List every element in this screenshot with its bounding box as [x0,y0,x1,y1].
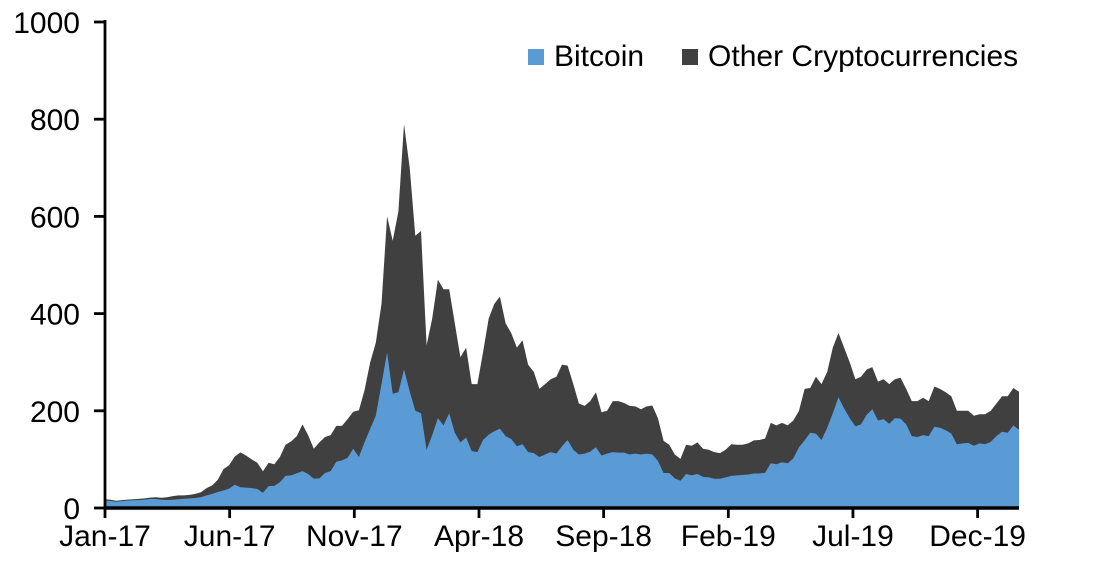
other-cryptocurrencies-swatch-icon [682,49,699,65]
chart-legend: Bitcoin Other Cryptocurrencies [528,42,1018,72]
y-axis-tick-label: 1000 [13,7,80,40]
x-axis-tick-label: Jun-17 [184,520,276,553]
bitcoin-swatch-icon [528,49,544,65]
y-axis-tick-label: 600 [30,201,80,234]
y-axis-tick-label: 800 [30,104,80,137]
x-axis-tick-label: Jul-19 [812,520,894,553]
x-axis-tick-label: Sep-18 [555,520,652,553]
bitcoin-legend-label: Bitcoin [554,40,645,73]
legend-item-bitcoin: Bitcoin [528,42,644,72]
x-axis-tick-label: Dec-19 [929,520,1026,553]
y-axis-tick-label: 0 [63,493,80,526]
other-cryptocurrencies-legend-label: Other Cryptocurrencies [708,40,1019,73]
x-axis-tick-label: Jan-17 [59,520,151,553]
x-axis-tick-label: Feb-19 [681,520,776,553]
bitcoin-area [105,352,1019,508]
x-axis-tick-label: Nov-17 [306,520,403,553]
legend-item-other-cryptocurrencies: Other Cryptocurrencies [682,42,1018,72]
x-axis-tick-label: Apr-18 [434,520,524,553]
y-axis-tick-label: 400 [30,299,80,332]
y-axis-tick-label: 200 [30,396,80,429]
